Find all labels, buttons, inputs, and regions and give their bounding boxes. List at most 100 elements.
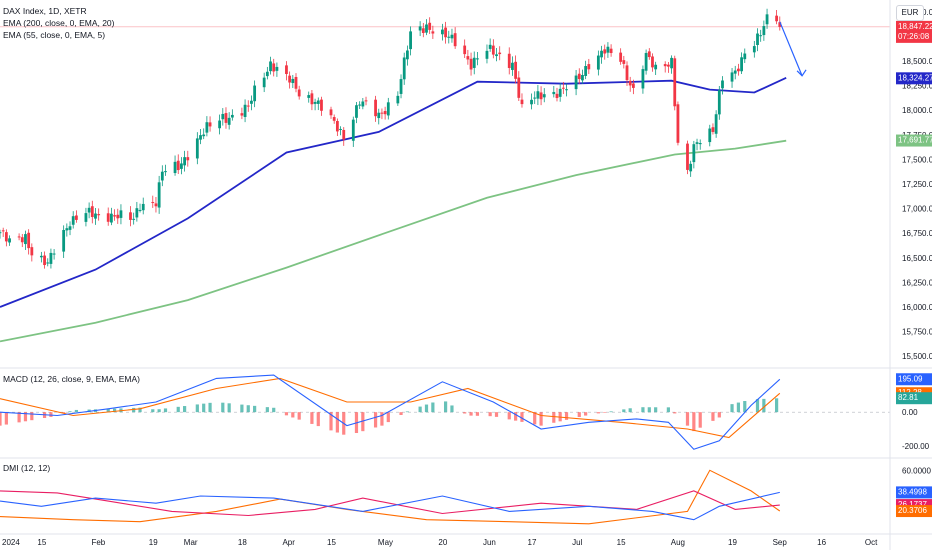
- candle-body: [224, 113, 228, 123]
- price-tag: 17,691.77: [896, 134, 932, 147]
- candle-body: [778, 22, 782, 27]
- candle-body: [396, 95, 400, 104]
- candle-body: [316, 100, 320, 104]
- macd-tick-label: -200.00: [902, 442, 930, 451]
- candle-body: [581, 74, 584, 81]
- candle-body: [43, 255, 46, 266]
- x-tick-label: 15: [37, 538, 46, 547]
- macd-histogram-bar: [666, 407, 670, 413]
- macd-histogram-bar: [450, 405, 454, 413]
- dmi-tag-bg: [896, 505, 932, 518]
- macd-histogram-bar: [68, 411, 72, 413]
- candle-body: [262, 77, 266, 88]
- macd-signal-line: [0, 377, 781, 439]
- candle-body: [230, 114, 234, 118]
- candle-body: [65, 228, 69, 231]
- dmi-tag-text: 20.3706: [898, 506, 927, 515]
- price-tick-label: 16,750.00: [902, 229, 932, 238]
- candle-body: [97, 214, 101, 216]
- candle-body: [552, 91, 556, 95]
- x-tick-label: 15: [617, 538, 626, 547]
- macd-histogram-bar: [386, 412, 390, 423]
- candle-body: [453, 33, 457, 47]
- candle-body: [291, 78, 295, 84]
- candle-body: [444, 27, 447, 38]
- candle-body: [520, 99, 524, 105]
- macd-histogram-bar: [310, 412, 314, 424]
- macd-histogram-bar: [380, 412, 384, 426]
- macd-histogram-bar: [329, 412, 333, 431]
- macd-histogram-bar: [265, 407, 269, 413]
- candle-body: [450, 34, 454, 39]
- candle-body: [272, 63, 276, 72]
- candle-body: [485, 50, 489, 59]
- x-tick-label: 18: [238, 538, 247, 547]
- x-tick-label: Oct: [865, 538, 878, 547]
- price-tick-label: 17,500.00: [902, 155, 932, 164]
- candle-body: [374, 99, 377, 117]
- price-tick-label: 18,250.00: [902, 82, 932, 91]
- candle-body: [740, 57, 743, 72]
- candle-body: [218, 120, 222, 129]
- macd-histogram-bar: [176, 406, 180, 413]
- price-tag-text: 07:26:08: [898, 32, 930, 41]
- candle-body: [154, 203, 158, 207]
- dmi-tick-label: 60.0000: [902, 466, 931, 475]
- currency-button[interactable]: EUR: [896, 5, 924, 21]
- x-tick-label: 20: [438, 538, 447, 547]
- price-pane[interactable]: [0, 8, 890, 343]
- candle-body: [542, 94, 546, 98]
- macd-histogram-bar: [361, 412, 365, 432]
- macd-histogram-bar: [106, 408, 110, 413]
- macd-histogram-bar: [157, 409, 161, 413]
- candle-body: [320, 99, 323, 111]
- price-tick-label: 18,500.00: [902, 57, 932, 66]
- ema55-legend: EMA (55, close, 0, EMA, 5): [3, 30, 106, 40]
- macd-histogram-bar: [654, 407, 658, 413]
- candle-body: [275, 66, 279, 71]
- candle-body: [587, 64, 591, 70]
- macd-histogram-bar: [743, 401, 747, 413]
- candle-body: [676, 104, 680, 143]
- candle-body: [463, 45, 467, 55]
- candle-body: [539, 92, 543, 100]
- macd-histogram-bar: [552, 412, 556, 423]
- candle-body: [421, 28, 425, 33]
- candle-body: [743, 53, 747, 60]
- candle-body: [733, 70, 737, 74]
- candle-body: [113, 215, 116, 217]
- macd-histogram-bar: [730, 404, 734, 413]
- candle-body: [609, 48, 613, 54]
- candle-body: [285, 65, 288, 75]
- macd-line: [0, 374, 781, 450]
- candle-body: [208, 122, 212, 127]
- candle-body: [536, 91, 540, 99]
- macd-histogram-bar: [151, 409, 155, 413]
- candle-body: [514, 61, 518, 79]
- price-tag: 18,324.27: [896, 72, 932, 85]
- macd-histogram-bar: [596, 412, 600, 414]
- candle-body: [361, 101, 365, 107]
- candle-body: [358, 104, 362, 106]
- macd-histogram-bar: [195, 404, 199, 413]
- ema55-line: [0, 76, 787, 308]
- price-tick-label: 18,000.00: [902, 106, 932, 115]
- macd-histogram-bar: [533, 412, 537, 425]
- candle-body: [533, 97, 537, 99]
- macd-histogram-bar: [673, 412, 677, 414]
- price-tick-label: 16,000.00: [902, 303, 932, 312]
- candle-body: [405, 50, 409, 60]
- dmi-legend: DMI (12, 12): [3, 463, 51, 473]
- macd-histogram-bar: [30, 412, 34, 421]
- candle-body: [565, 89, 568, 91]
- price-tick-label: 16,250.00: [902, 278, 932, 287]
- macd-histogram-bar: [520, 412, 524, 422]
- macd-histogram-bar: [475, 412, 480, 416]
- candle-body: [199, 135, 202, 140]
- macd-histogram-bar: [507, 412, 511, 420]
- dmi-pane[interactable]: [0, 469, 781, 525]
- macd-histogram-bar: [647, 407, 651, 413]
- macd-pane[interactable]: [0, 374, 890, 450]
